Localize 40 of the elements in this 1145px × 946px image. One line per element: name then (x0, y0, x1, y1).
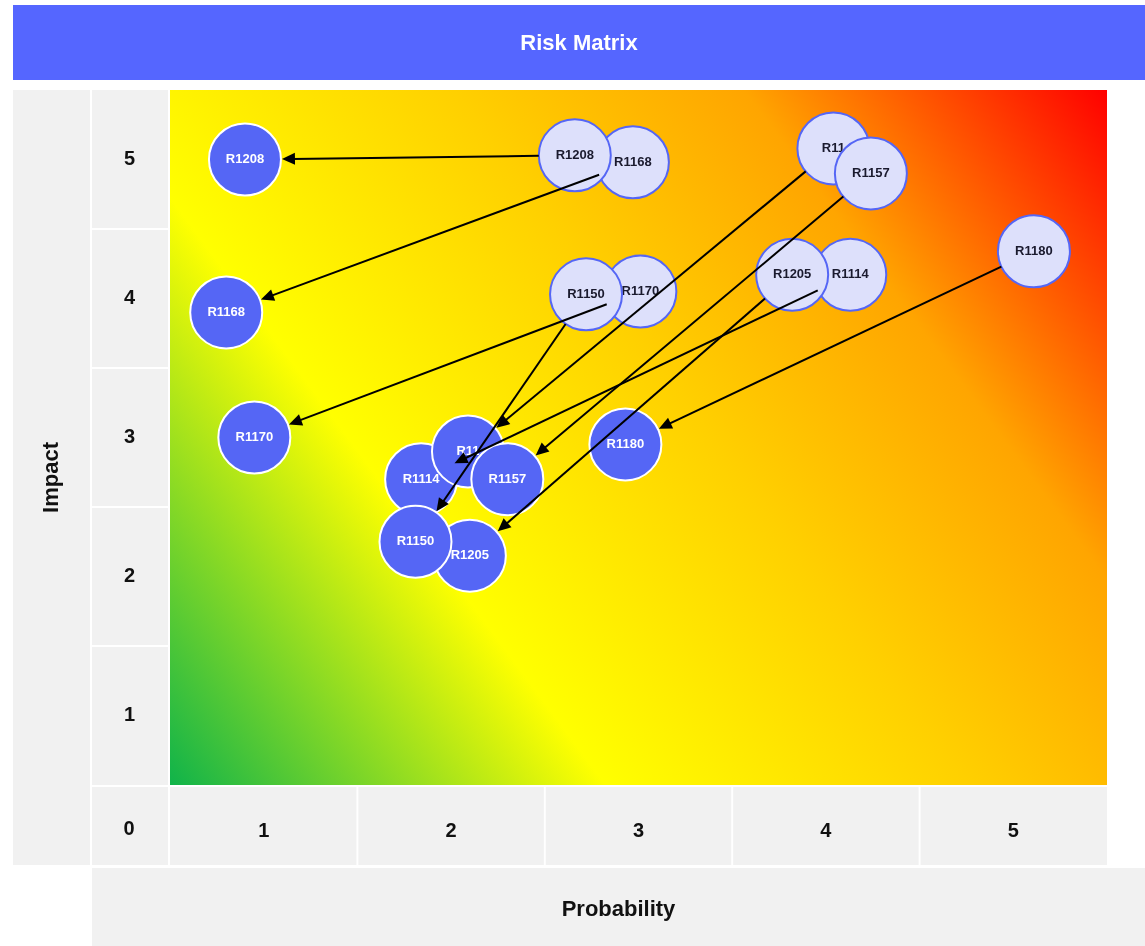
point (996, 214, 1071, 289)
data-label: R1208 (555, 146, 594, 162)
x-tick-label: 3 (632, 818, 645, 841)
y-tick-label: 4 (123, 286, 136, 309)
point (207, 122, 282, 197)
data-label: R1168 (614, 153, 652, 169)
data-label: R1150 (567, 285, 605, 301)
data-label: R1168 (207, 303, 246, 319)
data-label: R1170 (621, 283, 660, 299)
y-tick-label: 3 (123, 425, 135, 448)
point (549, 257, 624, 332)
x-axis-title: Probability (561, 896, 677, 922)
y-tick-label: 5 (123, 147, 135, 170)
point (378, 504, 453, 579)
y-axis-title: Impact (38, 441, 64, 513)
data-label: R1114 (831, 266, 870, 282)
point (588, 407, 663, 482)
point (537, 118, 612, 193)
data-label: R1205 (773, 266, 812, 282)
chart-title: Risk Matrix (13, 5, 1145, 80)
text: 0 (123, 816, 135, 839)
y-tick-label: 1 (123, 703, 135, 726)
data-label: R1180 (1015, 242, 1053, 258)
data-label: R1157 (852, 164, 890, 180)
point (217, 400, 292, 475)
data-label: R1157 (488, 470, 527, 486)
x-tick-label: 5 (1007, 818, 1019, 841)
data-label: R1205 (450, 547, 489, 563)
y-tick-label: 2 (123, 564, 135, 587)
x-tick-label: 2 (445, 818, 457, 841)
point (755, 237, 830, 312)
x-tick-label: 1 (258, 818, 270, 841)
x-tick-label: 4 (820, 818, 833, 841)
data-label: R1150 (396, 533, 435, 549)
data-label: R1114 (402, 470, 441, 486)
data-label: R1208 (225, 151, 265, 167)
data-label: R1180 (606, 436, 645, 452)
point (189, 275, 264, 350)
data-label: R11 (821, 139, 845, 155)
data-label: R1170 (235, 429, 274, 445)
